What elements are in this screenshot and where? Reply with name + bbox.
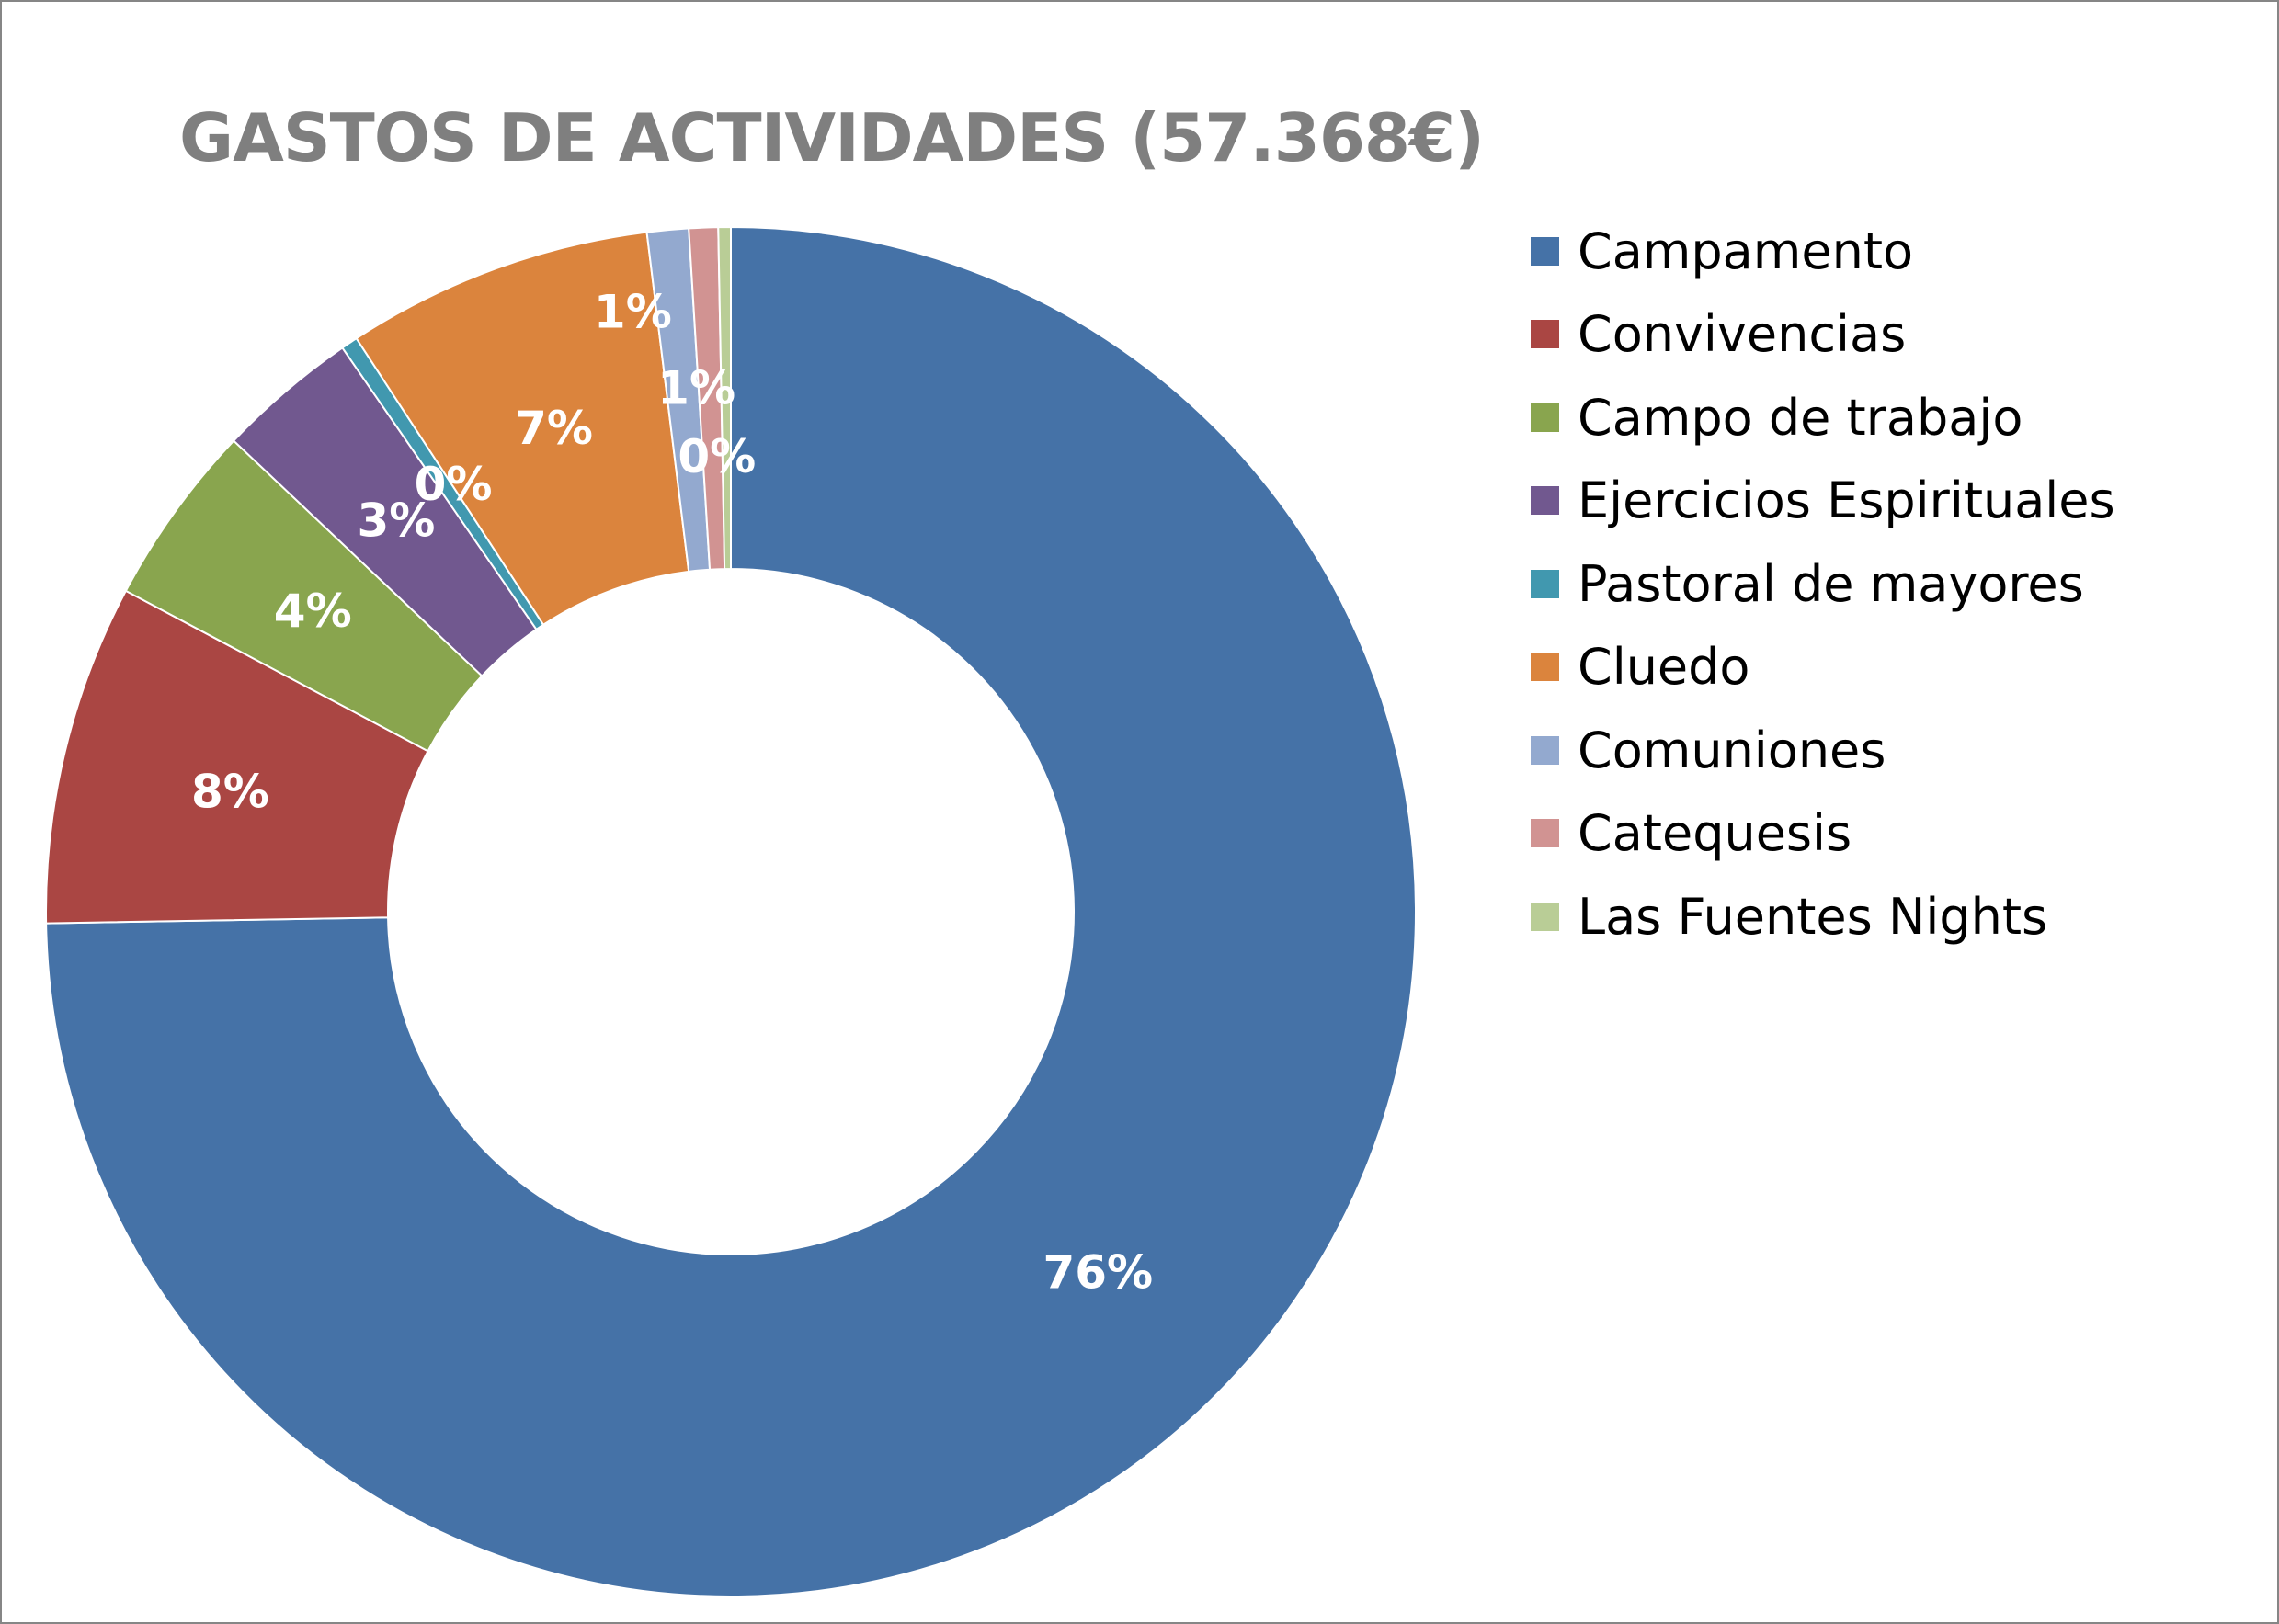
data-label-cluedo: 7% [515,402,593,455]
data-label-pastoral-de-mayores: 0% [415,458,493,511]
legend-label: Convivencias [1578,305,1907,364]
legend-item-ejercicios-espirituales: Ejercicios Espirituales [1531,460,2115,543]
legend-swatch [1531,653,1559,682]
legend-item-campamento: Campamento [1531,210,2115,293]
legend-label: Campamento [1578,221,1914,280]
legend-item-catequesis: Catequesis [1531,792,2115,876]
legend-swatch [1531,735,1559,765]
legend-swatch [1531,569,1559,598]
data-label-las-fuentes-nights: 0% [678,430,756,483]
chart-title: GASTOS DE ACTIVIDADES (57.368€) [179,99,1485,176]
legend-label: Cluedo [1578,638,1750,697]
legend-label: Pastoral de mayores [1578,554,2084,613]
legend-swatch [1531,486,1559,516]
legend-item-campo-de-trabajo: Campo de trabajo [1531,376,2115,460]
legend-item-convivencias: Convivencias [1531,293,2115,377]
chart-legend: Campamento Convivencias Campo de trabajo Ej… [1531,210,2115,959]
legend-swatch [1531,236,1559,266]
legend-swatch [1531,403,1559,432]
legend-swatch [1531,902,1559,931]
legend-label: Campo de trabajo [1578,388,2023,447]
legend-label: Comuniones [1578,721,1886,779]
data-label-catequesis: 1% [657,361,735,415]
legend-item-comuniones: Comuniones [1531,709,2115,792]
data-label-ejercicios-espirituales: 3% [358,494,436,547]
data-label-convivencias: 8% [191,765,269,818]
legend-item-las-fuentes-nights: Las Fuentes Nights [1531,875,2115,959]
legend-swatch [1531,819,1559,848]
legend-label: Las Fuentes Nights [1578,887,2048,946]
slice-convivencias [45,589,429,925]
legend-swatch [1531,320,1559,349]
legend-item-pastoral-de-mayores: Pastoral de mayores [1531,542,2115,626]
slice-campamento [45,225,1417,1597]
slice-las-fuentes-nights [717,225,732,571]
data-label-comuniones: 1% [594,285,672,338]
data-label-campamento: 76% [1043,1246,1153,1300]
data-label-campo-de-trabajo: 4% [274,585,352,638]
legend-label: Ejercicios Espirituales [1578,471,2115,530]
legend-label: Catequesis [1578,804,1852,863]
legend-item-cluedo: Cluedo [1531,626,2115,710]
